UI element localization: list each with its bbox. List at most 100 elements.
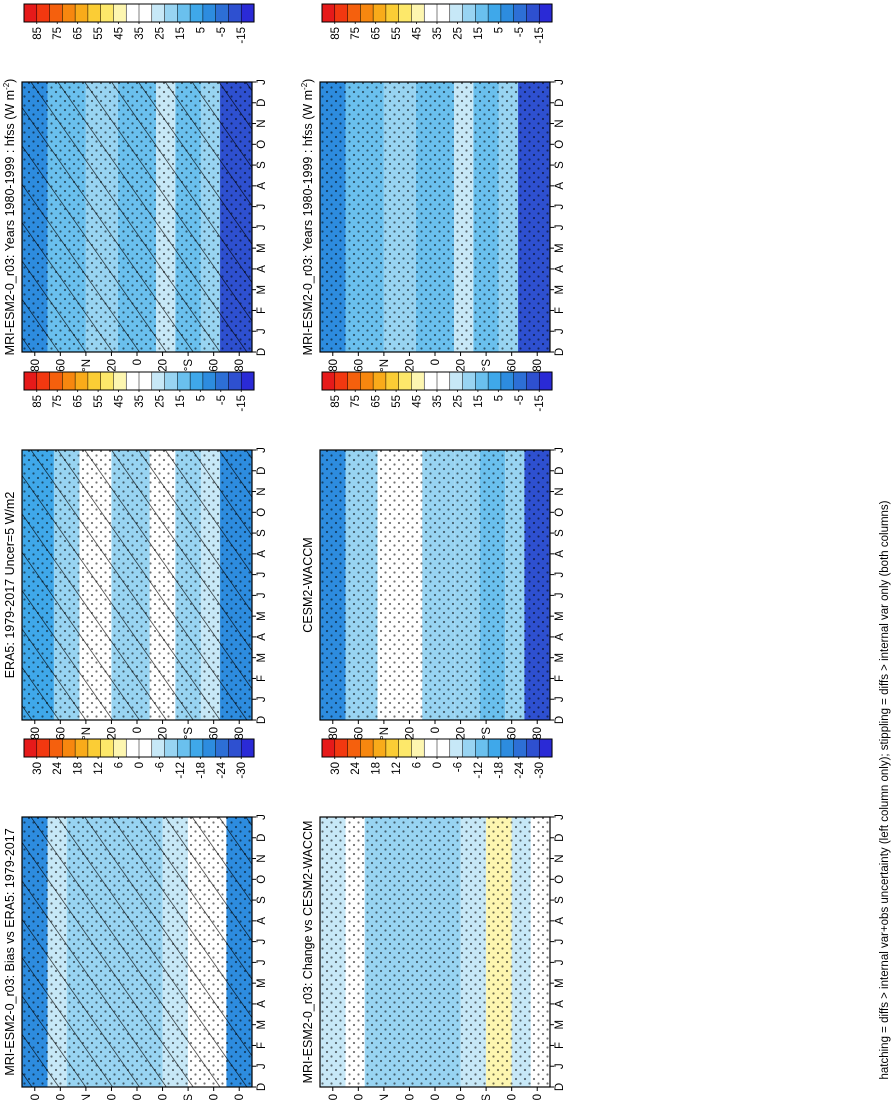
- colorbar-label: -5: [216, 395, 228, 405]
- month-tick-label: D: [256, 716, 268, 724]
- month-tick-label: J: [256, 572, 268, 578]
- colorbar-swatch: [74, 738, 89, 758]
- month-tick-label: J: [554, 225, 566, 231]
- colorbar-swatch: [372, 371, 387, 391]
- stippling-overlay: [320, 450, 550, 720]
- month-tick-label: J: [554, 960, 566, 966]
- colorbar-swatch: [513, 3, 527, 23]
- panel-title: MRI-ESM2-0_r03: Years 1980-1999 : hfss (…: [300, 79, 315, 356]
- colorbar-label: 30: [32, 762, 44, 775]
- lat-tick-label: 60: [507, 1094, 519, 1100]
- panel-title-sup: -2: [300, 82, 309, 90]
- stippling-overlay: [320, 82, 550, 352]
- colorbar-swatch: [436, 3, 451, 23]
- colorbar-swatch: [347, 371, 361, 391]
- colorbar-swatch: [100, 371, 114, 391]
- colorbar-swatch: [436, 738, 451, 758]
- colorbar-label: 18: [73, 762, 85, 775]
- lat-tick-label: °S: [183, 359, 195, 372]
- colorbar-swatch: [36, 738, 51, 758]
- colorbar-swatch: [372, 738, 387, 758]
- colorbar-swatch: [423, 738, 438, 758]
- lat-tick-label: °S: [183, 1094, 195, 1100]
- lat-tick-label: °N: [81, 359, 93, 372]
- colorbar-label: -15: [236, 27, 248, 44]
- month-tick-label: J: [554, 79, 566, 85]
- lat-tick-label: 80: [30, 1094, 42, 1100]
- month-tick-label: S: [256, 161, 268, 169]
- colorbar-swatch: [240, 3, 255, 23]
- hatching-overlay: [22, 450, 252, 720]
- colorbar-swatch: [411, 3, 425, 23]
- colorbar-swatch: [100, 738, 114, 758]
- colorbar-swatch: [202, 3, 217, 23]
- colorbar-swatch: [538, 738, 553, 758]
- month-tick-label: J: [256, 939, 268, 945]
- month-tick-label: J: [554, 696, 566, 702]
- lat-tick-label: 60: [507, 359, 519, 372]
- month-tick-label: N: [256, 487, 268, 495]
- lat-tick-label: 0: [430, 1094, 442, 1100]
- colorbar-label: 5: [195, 27, 207, 33]
- lat-tick-label: 20: [456, 359, 468, 372]
- month-tick-label: M: [554, 285, 566, 295]
- colorbar-swatch: [321, 738, 336, 758]
- colorbar-swatch: [487, 371, 502, 391]
- colorbar-swatch: [87, 738, 102, 758]
- lat-tick-label: 60: [209, 359, 221, 372]
- colorbar-swatch: [475, 3, 489, 23]
- lat-tick-label: 80: [30, 359, 42, 372]
- colorbar-swatch: [189, 3, 204, 23]
- month-tick-label: J: [554, 204, 566, 210]
- lat-tick-label: 20: [106, 1094, 118, 1100]
- colorbar-swatch: [513, 371, 527, 391]
- colorbar-label: -5: [514, 27, 526, 37]
- colorbar-swatch: [215, 3, 229, 23]
- colorbar-swatch: [23, 738, 38, 758]
- colorbar-label: 45: [114, 27, 126, 40]
- colorbar-label: 25: [452, 27, 464, 40]
- colorbar-swatch: [526, 3, 540, 23]
- colorbar-label: 75: [350, 395, 362, 408]
- colorbar-label: 45: [114, 395, 126, 408]
- colorbar-label: 30: [330, 762, 342, 775]
- colorbar-swatch: [436, 371, 451, 391]
- lat-tick-label: 20: [456, 727, 468, 740]
- colorbar-swatch: [398, 3, 412, 23]
- colorbar-swatch: [74, 3, 89, 23]
- colorbar-swatch: [360, 371, 374, 391]
- lat-tick-label: 60: [55, 727, 67, 740]
- month-tick-label: M: [256, 285, 268, 295]
- month-tick-label: M: [256, 653, 268, 663]
- footer-note: hatching = diffs > internal var+obs unce…: [879, 500, 891, 1079]
- colorbar-label: 55: [93, 395, 105, 408]
- colorbar-swatch: [87, 3, 102, 23]
- month-tick-label: F: [554, 675, 566, 682]
- colorbar-swatch: [202, 371, 217, 391]
- colorbar-swatch: [151, 3, 166, 23]
- colorbar-label: -5: [514, 395, 526, 405]
- colorbar-label: 15: [175, 27, 187, 40]
- lat-tick-label: 60: [209, 727, 221, 740]
- month-tick-label: D: [554, 467, 566, 475]
- colorbar-swatch: [138, 3, 153, 23]
- colorbar-swatch: [215, 738, 229, 758]
- heatmap-plot: [319, 816, 551, 1088]
- month-tick-label: F: [554, 307, 566, 314]
- panel-title-main: MRI-ESM2-0_r03: Bias vs ERA5: 1979-2017: [3, 828, 17, 1075]
- colorbar-swatch: [475, 738, 489, 758]
- colorbar-swatch: [151, 371, 166, 391]
- lat-tick-label: °S: [481, 359, 493, 372]
- colorbar-label: -24: [216, 761, 228, 778]
- month-tick-label: J: [554, 328, 566, 334]
- colorbar-label: -24: [514, 761, 526, 778]
- heatmap-plot: [21, 81, 253, 353]
- colorbar-swatch: [113, 371, 127, 391]
- month-tick-label: A: [256, 633, 268, 641]
- colorbar-swatch: [36, 371, 51, 391]
- colorbar-swatch: [177, 3, 191, 23]
- colorbar-swatch: [398, 371, 412, 391]
- colorbar-label: -12: [473, 762, 485, 779]
- month-tick-label: J: [256, 696, 268, 702]
- colorbar-label: 35: [134, 395, 146, 408]
